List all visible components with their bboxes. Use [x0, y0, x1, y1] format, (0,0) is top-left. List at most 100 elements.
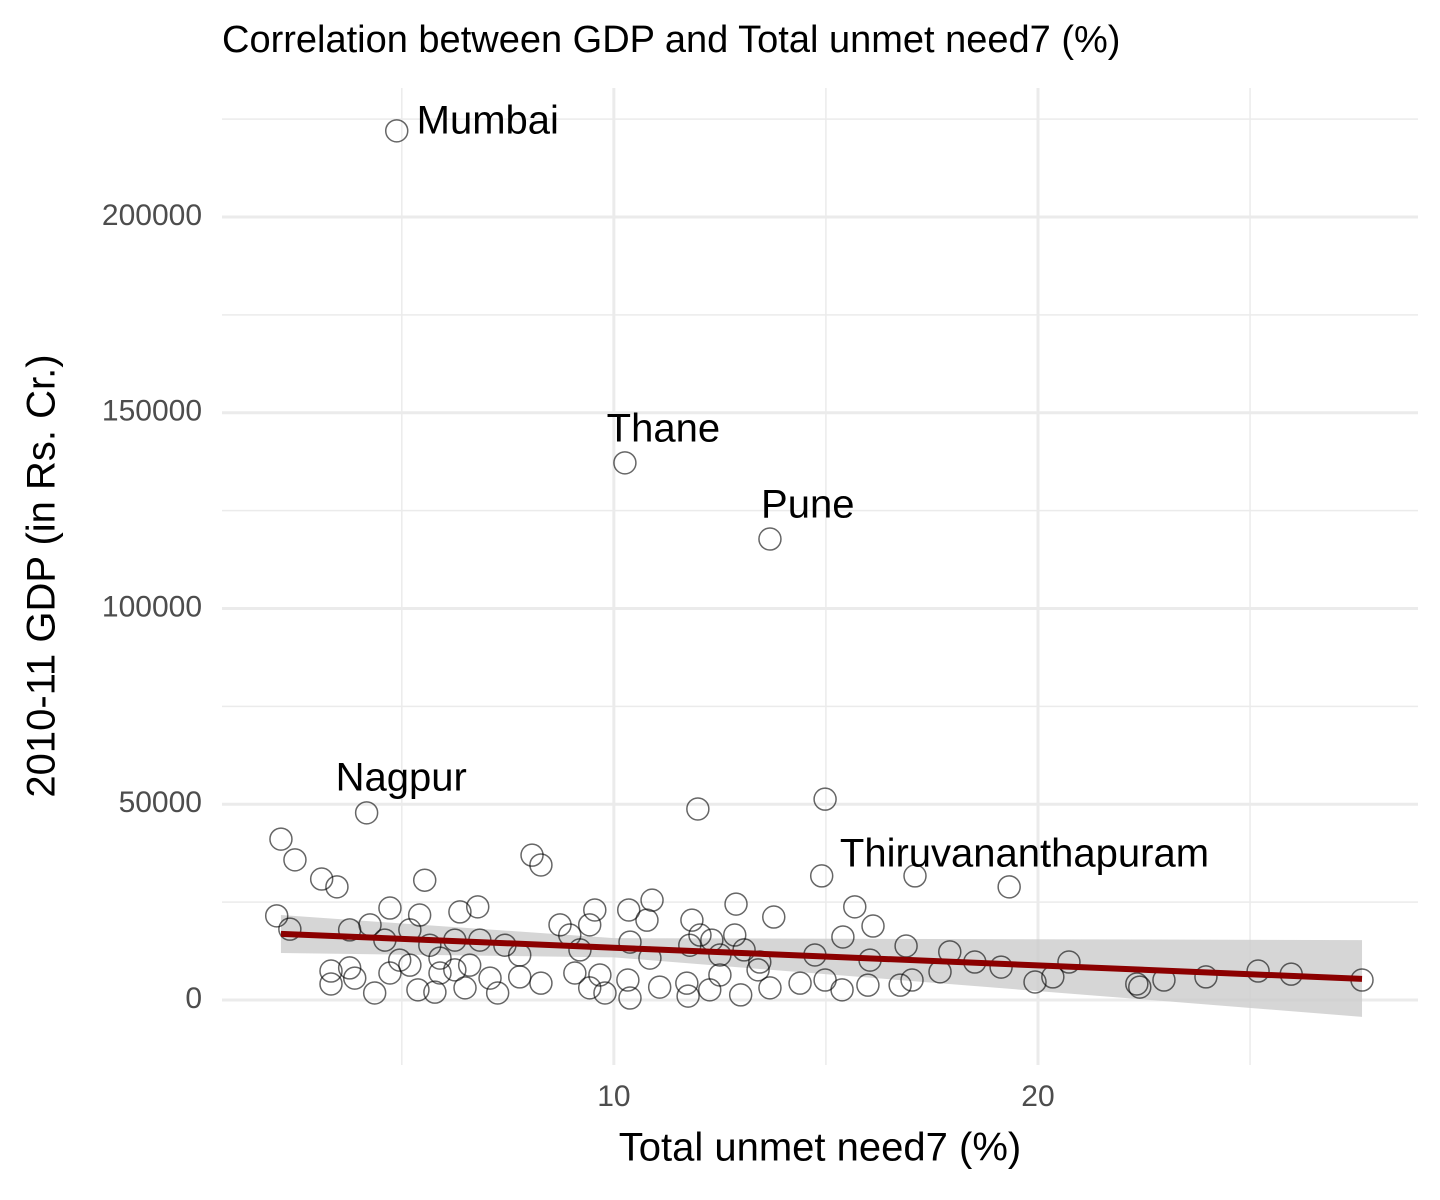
point — [548, 913, 572, 937]
point — [640, 888, 664, 912]
point — [453, 976, 477, 1000]
y-tick-label: 200000 — [102, 199, 202, 232]
point — [900, 968, 924, 992]
point — [762, 905, 786, 929]
point-label: Thane — [607, 407, 720, 451]
point — [728, 983, 753, 1007]
y-tick-label: 150000 — [102, 395, 202, 428]
point-label: Mumbai — [417, 99, 559, 143]
point — [697, 978, 722, 1002]
chart-title: Correlation between GDP and Total unmet … — [222, 19, 1120, 61]
point — [613, 451, 637, 475]
point — [1125, 972, 1149, 996]
point — [680, 908, 704, 932]
point — [997, 875, 1021, 899]
point — [309, 867, 334, 891]
point — [407, 903, 432, 927]
point — [675, 971, 699, 995]
point — [354, 801, 379, 825]
point — [809, 864, 834, 888]
point — [618, 986, 642, 1010]
point — [457, 953, 482, 977]
y-tick-label: 50000 — [119, 786, 202, 819]
point — [577, 913, 602, 937]
point — [647, 975, 672, 999]
point — [758, 527, 782, 551]
point — [1057, 950, 1081, 974]
point — [485, 981, 510, 1005]
point — [1023, 970, 1047, 994]
point — [529, 853, 553, 877]
point — [337, 956, 362, 980]
point — [412, 868, 437, 892]
point — [708, 963, 732, 987]
point — [788, 971, 812, 995]
point — [264, 904, 289, 928]
point — [686, 797, 710, 821]
point-label: Thiruvananthapuram — [840, 831, 1209, 875]
point — [758, 976, 782, 1000]
point — [520, 843, 544, 867]
point — [856, 973, 880, 997]
point — [443, 958, 467, 982]
point — [593, 981, 617, 1005]
point — [688, 923, 712, 947]
point — [406, 978, 430, 1002]
confidence-band — [280, 915, 1363, 1017]
point — [269, 827, 293, 851]
point — [428, 946, 452, 970]
point — [362, 981, 387, 1005]
point — [1194, 965, 1218, 989]
point — [903, 864, 927, 888]
point — [616, 898, 641, 922]
point — [398, 953, 422, 977]
point — [678, 933, 702, 957]
point — [724, 892, 748, 916]
point — [616, 968, 640, 992]
point — [618, 930, 642, 954]
point — [428, 961, 452, 985]
point — [588, 963, 612, 987]
point-label: Pune — [761, 483, 854, 527]
x-tick-label: 20 — [1021, 1080, 1054, 1113]
point — [723, 923, 747, 947]
point — [465, 895, 490, 919]
point — [861, 914, 885, 938]
point — [831, 925, 855, 949]
point — [283, 848, 307, 872]
point — [529, 971, 553, 995]
point — [813, 787, 837, 811]
point — [319, 959, 343, 983]
point — [423, 980, 447, 1004]
point — [635, 908, 659, 932]
x-axis-title: Total unmet need7 (%) — [619, 1126, 1021, 1170]
point — [563, 961, 587, 985]
x-tick-label: 10 — [597, 1080, 630, 1113]
point — [843, 895, 867, 919]
point — [448, 900, 472, 924]
point — [676, 984, 700, 1008]
point — [888, 973, 912, 997]
point — [342, 966, 367, 990]
y-axis-title: 2010-11 GDP (in Rs. Cr.) — [20, 354, 64, 797]
point — [583, 898, 607, 922]
point — [378, 961, 402, 985]
point — [384, 119, 409, 143]
point-label: Nagpur — [336, 756, 467, 800]
point — [325, 875, 349, 899]
y-tick-label: 100000 — [102, 590, 202, 623]
point — [319, 972, 343, 996]
point — [830, 978, 854, 1002]
point — [1246, 959, 1270, 983]
point — [1128, 975, 1152, 999]
point — [568, 938, 592, 962]
point — [378, 896, 402, 920]
point — [507, 965, 532, 989]
point — [387, 948, 412, 972]
point — [278, 917, 302, 941]
point — [746, 958, 770, 982]
trend-line — [280, 930, 1363, 982]
y-tick-label: 0 — [185, 982, 202, 1015]
point — [478, 966, 502, 990]
